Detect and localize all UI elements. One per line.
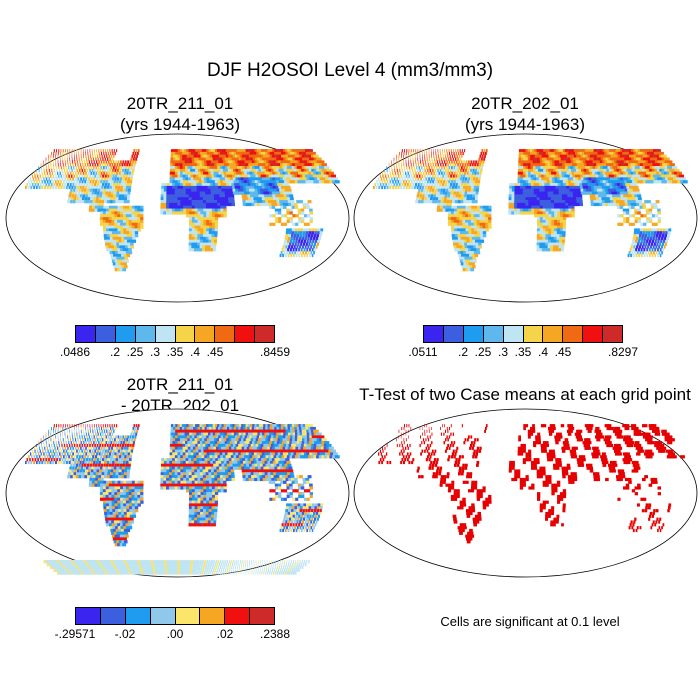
- panel-title-ttest: T-Test of two Case means at each grid po…: [359, 385, 691, 404]
- colorbar-tick-label: .00: [166, 627, 184, 641]
- colorbar-swatch: [215, 326, 236, 342]
- colorbar-tick-label: .35: [166, 345, 184, 359]
- colorbar-tick-label: .2: [109, 345, 121, 359]
- colorbar-tick-label: .25: [126, 345, 144, 359]
- colorbar-swatch: [443, 326, 464, 342]
- colorbar-swatch: [175, 608, 201, 624]
- colorbar-swatch: [175, 326, 196, 342]
- colorbar-swatch: [250, 608, 274, 624]
- colorbar-swatch: [76, 326, 96, 342]
- colorbar-swatch: [543, 326, 564, 342]
- colorbar-case1-boxes: [75, 325, 275, 343]
- map-frame: [353, 408, 698, 578]
- map-grid-cells: [25, 149, 340, 272]
- colorbar-swatch: [150, 608, 176, 624]
- colorbar-tick-label: .02: [216, 627, 234, 641]
- panel-title-case1: 20TR_211_01 (yrs 1944-1963): [55, 93, 305, 135]
- colorbar-swatch: [135, 326, 156, 342]
- colorbar-tick-label: .3: [497, 345, 509, 359]
- colorbar-swatch: [225, 608, 251, 624]
- colorbar-swatch: [563, 326, 584, 342]
- significance-note: Cells are significant at 0.1 level: [440, 614, 620, 629]
- colorbar-case1-labels: .0486 .2 .25 .3 .35 .4 .45 .8459: [60, 343, 290, 359]
- colorbar-diff-boxes: [75, 607, 275, 625]
- panel-title-case2: 20TR_202_01 (yrs 1944-1963): [400, 93, 650, 135]
- colorbar-tick-label: .0511: [408, 345, 438, 359]
- colorbar-tick-label: .8297: [607, 345, 639, 359]
- map-case2: [353, 133, 698, 303]
- colorbar-case2-labels: .0511 .2 .25 .3 .35 .4 .45 .8297: [408, 343, 638, 359]
- colorbar-swatch: [195, 326, 216, 342]
- map-case1: [5, 133, 350, 303]
- colorbar-case2: .0511 .2 .25 .3 .35 .4 .45 .8297: [408, 325, 638, 359]
- panel-title-diff-line1: 20TR_211_01: [126, 375, 234, 394]
- colorbar-swatch: [155, 326, 176, 342]
- colorbar-tick-label: .3: [149, 345, 161, 359]
- colorbar-diff-labels: -.29571 -.02 .00 .02 .2388: [55, 625, 290, 641]
- panel-title-case1-line2: (yrs 1944-1963): [119, 115, 240, 134]
- colorbar-tick-label: .2: [457, 345, 469, 359]
- colorbar-swatch: [424, 326, 444, 342]
- colorbar-diff: -.29571 -.02 .00 .02 .2388: [55, 607, 290, 641]
- map-grid-cells: [25, 424, 340, 575]
- colorbar-swatch: [503, 326, 524, 342]
- colorbar-swatch: [603, 326, 623, 342]
- figure-title: DJF H2OSOI Level 4 (mm3/mm3): [206, 60, 494, 81]
- colorbar-tick-label: .0486: [59, 345, 91, 359]
- colorbar-tick-label: .25: [474, 345, 492, 359]
- colorbar-tick-label: .2388: [259, 627, 291, 641]
- colorbar-swatch: [235, 326, 256, 342]
- colorbar-swatch: [76, 608, 101, 624]
- panel-title-case2-line2: (yrs 1944-1963): [464, 115, 585, 134]
- colorbar-swatch: [95, 326, 116, 342]
- colorbar-tick-label: .4: [189, 345, 201, 359]
- colorbar-case2-boxes: [423, 325, 623, 343]
- panel-title-case2-line1: 20TR_202_01: [471, 94, 579, 113]
- colorbar-swatch: [255, 326, 275, 342]
- colorbar-swatch: [200, 608, 226, 624]
- map-diff: [5, 408, 350, 578]
- map-grid-cells: [373, 149, 688, 272]
- colorbar-tick-label: .45: [554, 345, 572, 359]
- colorbar-swatch: [463, 326, 484, 342]
- map-ttest: [353, 408, 698, 578]
- panel-title-case1-line1: 20TR_211_01: [126, 94, 234, 113]
- colorbar-swatch: [115, 326, 136, 342]
- colorbar-swatch: [483, 326, 504, 342]
- map-grid-cells: [378, 424, 685, 544]
- colorbar-swatch: [523, 326, 544, 342]
- colorbar-tick-label: -.29571: [54, 627, 96, 641]
- colorbar-tick-label: -.02: [114, 627, 136, 641]
- colorbar-tick-label: .35: [514, 345, 532, 359]
- colorbar-swatch: [100, 608, 126, 624]
- colorbar-case1: .0486 .2 .25 .3 .35 .4 .45 .8459: [60, 325, 290, 359]
- colorbar-tick-label: .8459: [259, 345, 291, 359]
- colorbar-tick-label: .45: [206, 345, 224, 359]
- colorbar-swatch: [125, 608, 151, 624]
- colorbar-tick-label: .4: [537, 345, 549, 359]
- colorbar-swatch: [583, 326, 604, 342]
